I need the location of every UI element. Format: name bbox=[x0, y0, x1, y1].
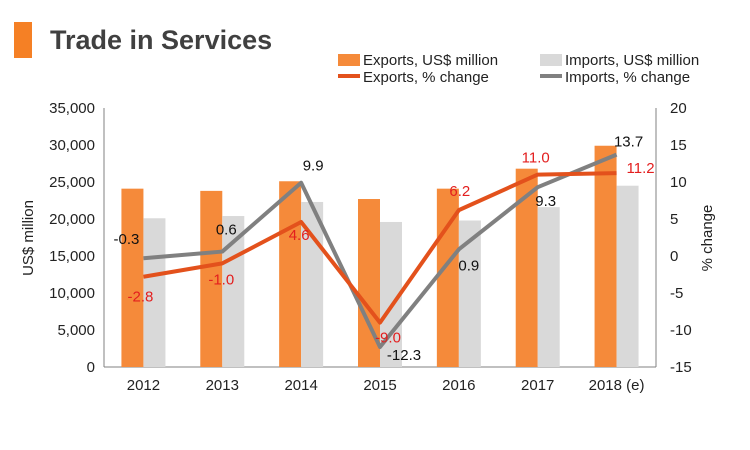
data-label-exports-pct: 4.6 bbox=[289, 227, 310, 244]
y2-tick-label: -5 bbox=[670, 285, 683, 302]
bar-imports bbox=[537, 207, 560, 367]
bar-exports bbox=[594, 145, 617, 367]
line-imports-pct bbox=[143, 152, 618, 350]
data-label-imports-pct: 0.6 bbox=[216, 222, 237, 239]
legend-label-exports-line: Exports, % change bbox=[363, 69, 489, 86]
y-axis-title: US$ million bbox=[20, 200, 37, 276]
bars bbox=[121, 145, 639, 367]
title-accent-bar bbox=[14, 22, 32, 58]
right-tick-labels: -15 -10 -5 0 5 10 15 20 bbox=[670, 100, 692, 376]
chart-title: Trade in Services bbox=[50, 25, 273, 55]
y2-tick-label: -15 bbox=[670, 359, 692, 376]
x-tick-label: 2015 bbox=[363, 377, 396, 394]
bar-exports bbox=[515, 168, 538, 367]
y2-tick-label: 10 bbox=[670, 174, 687, 191]
y-tick-label: 35,000 bbox=[49, 100, 95, 117]
x-tick-label: 2016 bbox=[442, 377, 475, 394]
x-tick-label: 2013 bbox=[206, 377, 239, 394]
legend: Exports, US$ million Imports, US$ millio… bbox=[338, 52, 699, 86]
data-label-imports-pct: 9.9 bbox=[303, 158, 324, 175]
x-tick-label: 2014 bbox=[284, 377, 317, 394]
x-tick-label: 2012 bbox=[127, 377, 160, 394]
bar-exports bbox=[121, 188, 144, 367]
y2-axis-title: % change bbox=[699, 205, 716, 272]
data-label-exports-pct: 11.2 bbox=[627, 160, 655, 177]
legend-swatch-imports-bar bbox=[540, 54, 562, 66]
data-label-imports-pct: 0.9 bbox=[458, 257, 479, 274]
y2-tick-label: 0 bbox=[670, 248, 678, 265]
data-label-exports-pct: 11.0 bbox=[522, 150, 550, 167]
bar-imports bbox=[222, 216, 245, 367]
y2-tick-label: 20 bbox=[670, 100, 687, 117]
y-tick-label: 25,000 bbox=[49, 174, 95, 191]
x-tick-label: 2017 bbox=[521, 377, 554, 394]
legend-label-imports-bar: Imports, US$ million bbox=[565, 52, 699, 69]
data-label-exports-pct: -1.0 bbox=[208, 271, 234, 288]
legend-label-imports-line: Imports, % change bbox=[565, 69, 690, 86]
data-label-imports-pct: 9.3 bbox=[535, 193, 556, 210]
data-label-imports-pct: -12.3 bbox=[387, 347, 421, 364]
y-tick-label: 0 bbox=[87, 359, 95, 376]
data-label-imports-pct: -0.3 bbox=[113, 231, 139, 248]
point-labels: -2.8 -1.0 4.6 -9.0 6.2 11.0 11.2 -0.3 0.6 9.9 -12.… bbox=[113, 134, 654, 364]
legend-swatch-exports-bar bbox=[338, 54, 360, 66]
x-tick-label: 2018 (e) bbox=[589, 377, 645, 394]
y2-tick-label: -10 bbox=[670, 322, 692, 339]
y-tick-label: 5,000 bbox=[57, 322, 95, 339]
data-label-exports-pct: -9.0 bbox=[375, 330, 401, 347]
bar-imports bbox=[458, 220, 481, 367]
bar-exports bbox=[200, 190, 223, 367]
data-label-exports-pct: -2.8 bbox=[127, 289, 153, 306]
data-label-imports-pct: 13.7 bbox=[614, 134, 643, 151]
bar-imports bbox=[380, 221, 402, 367]
y2-tick-label: 5 bbox=[670, 211, 678, 228]
category-labels: 2012 2013 2014 2015 2016 2017 2018 (e) bbox=[127, 377, 645, 394]
y2-tick-label: 15 bbox=[670, 137, 687, 154]
y-tick-label: 30,000 bbox=[49, 137, 95, 154]
data-label-exports-pct: 6.2 bbox=[449, 183, 470, 200]
y-tick-label: 20,000 bbox=[49, 211, 95, 228]
line-exports-pct bbox=[143, 171, 617, 325]
y-tick-label: 15,000 bbox=[49, 248, 95, 265]
legend-label-exports-bar: Exports, US$ million bbox=[363, 52, 498, 69]
bar-imports bbox=[616, 185, 639, 367]
y-tick-label: 10,000 bbox=[49, 285, 95, 302]
left-tick-labels: 0 5,000 10,000 15,000 20,000 25,000 30,000 35,0… bbox=[49, 100, 95, 376]
bar-exports bbox=[358, 199, 380, 367]
bar-exports bbox=[279, 181, 302, 367]
lines bbox=[143, 152, 618, 350]
